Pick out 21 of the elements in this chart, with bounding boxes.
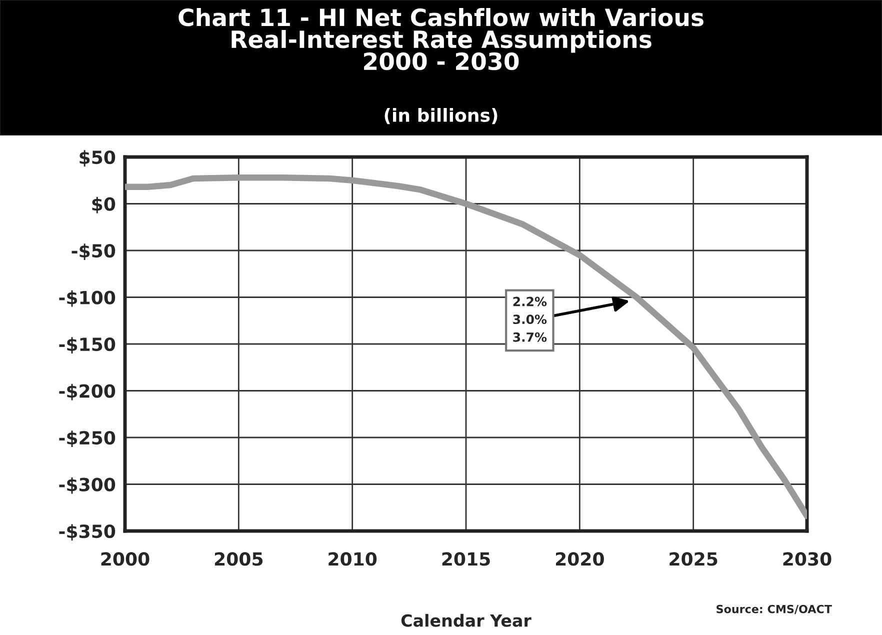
y-tick-label: -$200 [59,384,116,400]
x-tick-label: 2000 [101,552,150,566]
chart-title: Chart 11 - HI Net Cashflow with Various Real-Interest Rate Assumptions 2000 - 2030 [178,8,704,70]
y-tick-label: $50 [80,150,116,167]
source-note: Source: CMS/OACT [716,604,832,614]
x-tick-label: 2015 [442,552,490,566]
y-tick-label: -$300 [59,477,116,494]
y-tick-label: -$150 [59,337,116,354]
x-axis-title: Calendar Year [401,614,532,627]
y-tick-label: $0 [92,196,116,214]
y-tick-label: -$250 [59,430,116,448]
annotation: 2.2% 3.0% 3.7% [513,296,547,342]
x-tick-label: 2020 [556,552,604,566]
y-tick-label: -$350 [59,524,116,541]
x-tick-label: 2030 [783,552,832,566]
x-tick-label: 2025 [670,552,718,566]
y-tick-label: -$100 [59,290,116,307]
x-tick-label: 2010 [328,552,377,566]
chart-subtitle: (in billions) [384,108,498,124]
y-tick-label: -$50 [72,244,116,260]
x-tick-label: 2005 [214,552,263,566]
